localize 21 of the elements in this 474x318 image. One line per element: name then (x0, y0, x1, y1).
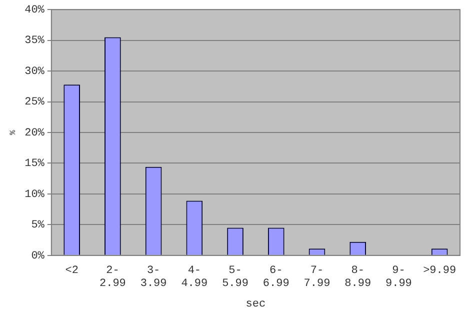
y-tick-label: 40% (24, 4, 45, 17)
x-tick-label: 8- 8.99 (344, 264, 372, 290)
y-tick-label: 5% (31, 220, 45, 232)
x-axis-title: sec (246, 298, 266, 310)
y-tick-label: 15% (24, 158, 45, 170)
y-tick-label: 20% (24, 127, 45, 140)
x-tick-label: >9.99 (423, 264, 456, 277)
y-tick-label: 25% (24, 96, 45, 109)
x-tick-label: 4- 4.99 (181, 264, 208, 290)
y-tick-label: 35% (24, 35, 45, 48)
y-tick-label: 10% (24, 188, 45, 201)
x-tick-label: 9- 9.99 (386, 264, 412, 290)
x-tick-label: 7- 7.99 (304, 264, 330, 290)
y-tick-label: 30% (24, 66, 45, 78)
x-tick-label: <2 (65, 264, 78, 277)
y-axis-title: % (8, 130, 18, 135)
x-tick-label: 5- 5.99 (222, 264, 248, 290)
x-tick-label: 6- 6.99 (262, 264, 290, 290)
x-tick-label: 2- 2.99 (99, 264, 126, 290)
x-tick-label: 3- 3.99 (140, 264, 167, 290)
y-tick-label: 0% (31, 250, 45, 262)
